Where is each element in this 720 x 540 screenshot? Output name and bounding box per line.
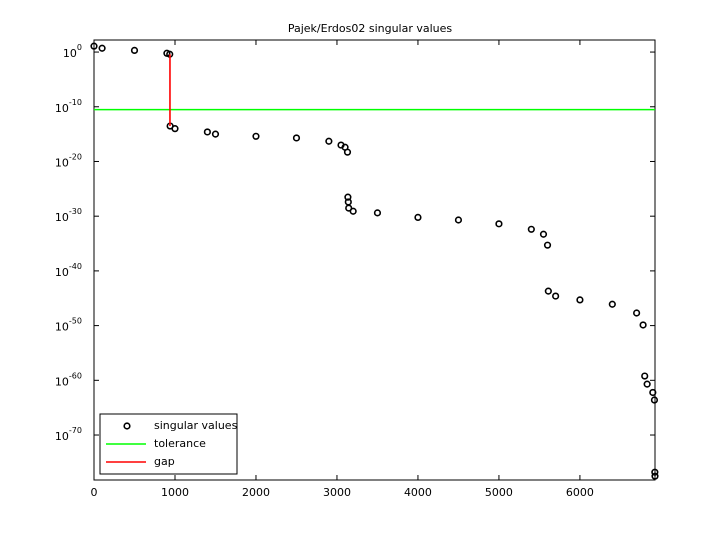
y-tick-label: 10-20	[55, 152, 82, 170]
data-point	[651, 472, 659, 480]
data-point	[650, 396, 659, 404]
data-point	[649, 388, 657, 397]
data-point	[651, 468, 659, 476]
x-tick-label: 2000	[242, 486, 270, 499]
data-point	[325, 137, 333, 145]
data-point	[552, 292, 560, 300]
data-point	[130, 46, 139, 55]
x-tick-label: 0	[91, 486, 98, 499]
data-point	[608, 300, 616, 308]
data-point	[495, 220, 503, 228]
data-point	[90, 42, 98, 50]
data-point	[454, 216, 463, 224]
data-point	[527, 225, 535, 233]
data-point	[641, 372, 649, 380]
y-tick-label: 10-40	[55, 261, 82, 279]
data-point	[544, 287, 552, 295]
data-point	[643, 380, 651, 388]
data-point	[373, 209, 382, 217]
x-tick-label: 4000	[404, 486, 432, 499]
y-tick-label: 10-70	[55, 426, 82, 444]
data-point	[211, 130, 220, 138]
data-point	[414, 213, 422, 221]
data-point	[343, 148, 352, 156]
data-point	[252, 132, 260, 140]
data-point	[349, 207, 357, 215]
x-tick-label: 6000	[566, 486, 594, 499]
data-point	[543, 241, 552, 249]
data-point	[639, 321, 647, 329]
data-point	[539, 230, 548, 238]
y-tick-label: 100	[63, 43, 82, 61]
data-point	[576, 296, 584, 304]
x-tick-label: 1000	[161, 486, 189, 499]
y-tick-label: 10-60	[55, 371, 82, 389]
legend-label: tolerance	[154, 437, 206, 450]
y-tick-label: 10-10	[55, 97, 82, 115]
legend-label: gap	[154, 455, 175, 468]
data-point	[98, 44, 106, 52]
data-point	[171, 125, 179, 133]
y-tick-label: 10-30	[55, 207, 82, 225]
chart-title: Pajek/Erdos02 singular values	[288, 22, 453, 35]
y-tick-label: 10-50	[55, 316, 82, 334]
plot-area	[93, 39, 656, 481]
x-tick-label: 3000	[323, 486, 351, 499]
x-tick-label: 5000	[485, 486, 513, 499]
legend-marker	[123, 422, 131, 430]
legend-label: singular values	[154, 419, 238, 432]
data-point	[633, 309, 641, 317]
data-point	[292, 134, 301, 142]
data-point	[203, 128, 211, 136]
